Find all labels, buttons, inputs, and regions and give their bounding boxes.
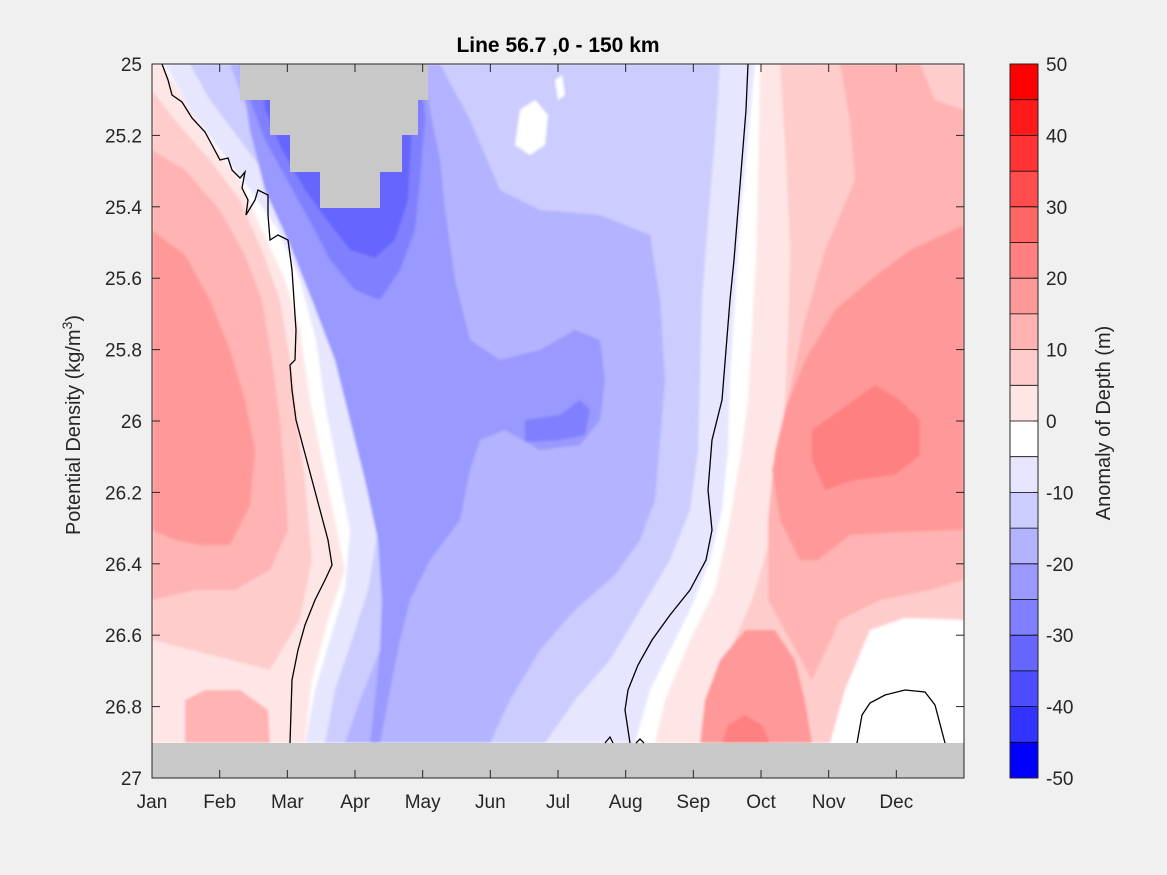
missing-data-top	[240, 64, 428, 208]
x-tick-label: Jan	[137, 792, 168, 813]
chart-title: Line 56.7 ,0 - 150 km	[456, 34, 659, 57]
colorbar-swatch	[1010, 385, 1038, 421]
warm-sep-oct-deep-core	[722, 715, 770, 743]
y-axis-title-close: )	[63, 315, 85, 322]
positive-anomaly-layer	[152, 64, 964, 743]
colorbar-tick-label: -30	[1046, 626, 1073, 647]
zero-contour-early	[161, 64, 333, 744]
x-tick-label: Nov	[812, 792, 846, 813]
colorbar-swatch	[1010, 742, 1038, 778]
colorbar-tick-label: -20	[1046, 555, 1073, 576]
y-tick-label: 25	[121, 55, 142, 76]
colorbar-swatch	[1010, 171, 1038, 207]
colorbar-tick-label: 50	[1046, 55, 1067, 76]
warm-core-jan-feb-inner	[152, 230, 255, 545]
warm-sep-oct-deep	[700, 630, 812, 743]
y-tick-label: 25.8	[105, 341, 142, 362]
y-tick-label: 25.6	[105, 269, 142, 290]
y-tick-label: 25.2	[105, 126, 142, 147]
colorbar-swatch	[1010, 313, 1038, 350]
y-tick-label: 26.6	[105, 626, 142, 647]
colorbar-tick-label: 0	[1046, 412, 1057, 433]
y-axis-title-superscript: 3	[59, 321, 75, 329]
colorbar-swatch	[1010, 64, 1038, 100]
colorbar-title: Anomaly of Depth (m)	[1093, 326, 1115, 521]
x-tick-label: Mar	[271, 792, 304, 813]
colorbar-swatch	[1010, 99, 1038, 136]
colorbar-swatch	[1010, 349, 1038, 386]
x-tick-label: Apr	[340, 792, 370, 813]
x-tick-label: Jul	[546, 792, 570, 813]
zero-contours	[161, 64, 946, 744]
negative-anomaly-layer	[165, 64, 755, 743]
zero-contour-aug-bottom	[604, 735, 645, 744]
x-tick-label: Sep	[676, 792, 710, 813]
x-tick-label: Oct	[746, 792, 776, 813]
colorbar: 50 40 30 20 10 0 -10 -20 -30 -40 -50	[1009, 55, 1073, 790]
colorbar-swatch	[1010, 670, 1038, 707]
colorbar-swatch	[1010, 421, 1038, 457]
colorbar-swatch	[1010, 206, 1038, 243]
x-tick-label: Aug	[609, 792, 643, 813]
y-tick-label: 27	[121, 769, 142, 790]
neutral-spot-may	[515, 100, 548, 155]
colorbar-swatch	[1010, 528, 1038, 564]
neutral-spot-aug	[555, 75, 565, 100]
x-axis: Jan Feb Mar Apr May Jun Jul Aug Sep Oct Nov Dec	[137, 64, 913, 813]
colorbar-tick-label: -50	[1046, 769, 1073, 790]
zero-contour-late	[624, 64, 749, 744]
y-tick-label: 25.4	[105, 198, 142, 219]
y-tick-label: 26.8	[105, 698, 142, 719]
y-axis-title: Potential Density (kg/m3)	[59, 315, 85, 535]
y-tick-label: 26	[121, 412, 142, 433]
colorbar-swatch	[1010, 635, 1038, 671]
cool-spot-jul	[525, 400, 590, 442]
y-axis: 25 25.2 25.4 25.6 25.8 26 26.2 26.4 26.6 26.8 27	[105, 55, 964, 790]
warm-late-year-center	[812, 385, 920, 490]
warm-spot-feb-deep	[185, 690, 270, 743]
x-tick-label: Jun	[475, 792, 506, 813]
y-axis-title-main: Potential Density (kg/m	[63, 329, 85, 535]
x-tick-label: May	[405, 792, 441, 813]
colorbar-tick-label: 30	[1046, 198, 1067, 219]
colorbar-tick-label: -10	[1046, 483, 1073, 504]
colorbar-tick-label: 10	[1046, 341, 1067, 362]
y-tick-label: 26.2	[105, 483, 142, 504]
colorbar-swatch	[1010, 563, 1038, 600]
x-tick-label: Dec	[879, 792, 913, 813]
colorbar-swatch	[1010, 599, 1038, 636]
colorbar-tick-label: -40	[1046, 698, 1073, 719]
colorbar-swatch	[1010, 135, 1038, 172]
colorbar-tick-label: 20	[1046, 269, 1067, 290]
colorbar-swatch	[1010, 492, 1038, 529]
colorbar-swatch	[1010, 278, 1038, 314]
zero-contour-dec	[856, 689, 946, 744]
colorbar-tick-label: 40	[1046, 126, 1067, 147]
colorbar-swatch	[1010, 706, 1038, 743]
y-tick-label: 26.4	[105, 555, 142, 576]
plot-area	[152, 64, 964, 778]
colorbar-swatch	[1010, 456, 1038, 493]
colorbar-swatch	[1010, 242, 1038, 279]
x-tick-label: Feb	[203, 792, 236, 813]
